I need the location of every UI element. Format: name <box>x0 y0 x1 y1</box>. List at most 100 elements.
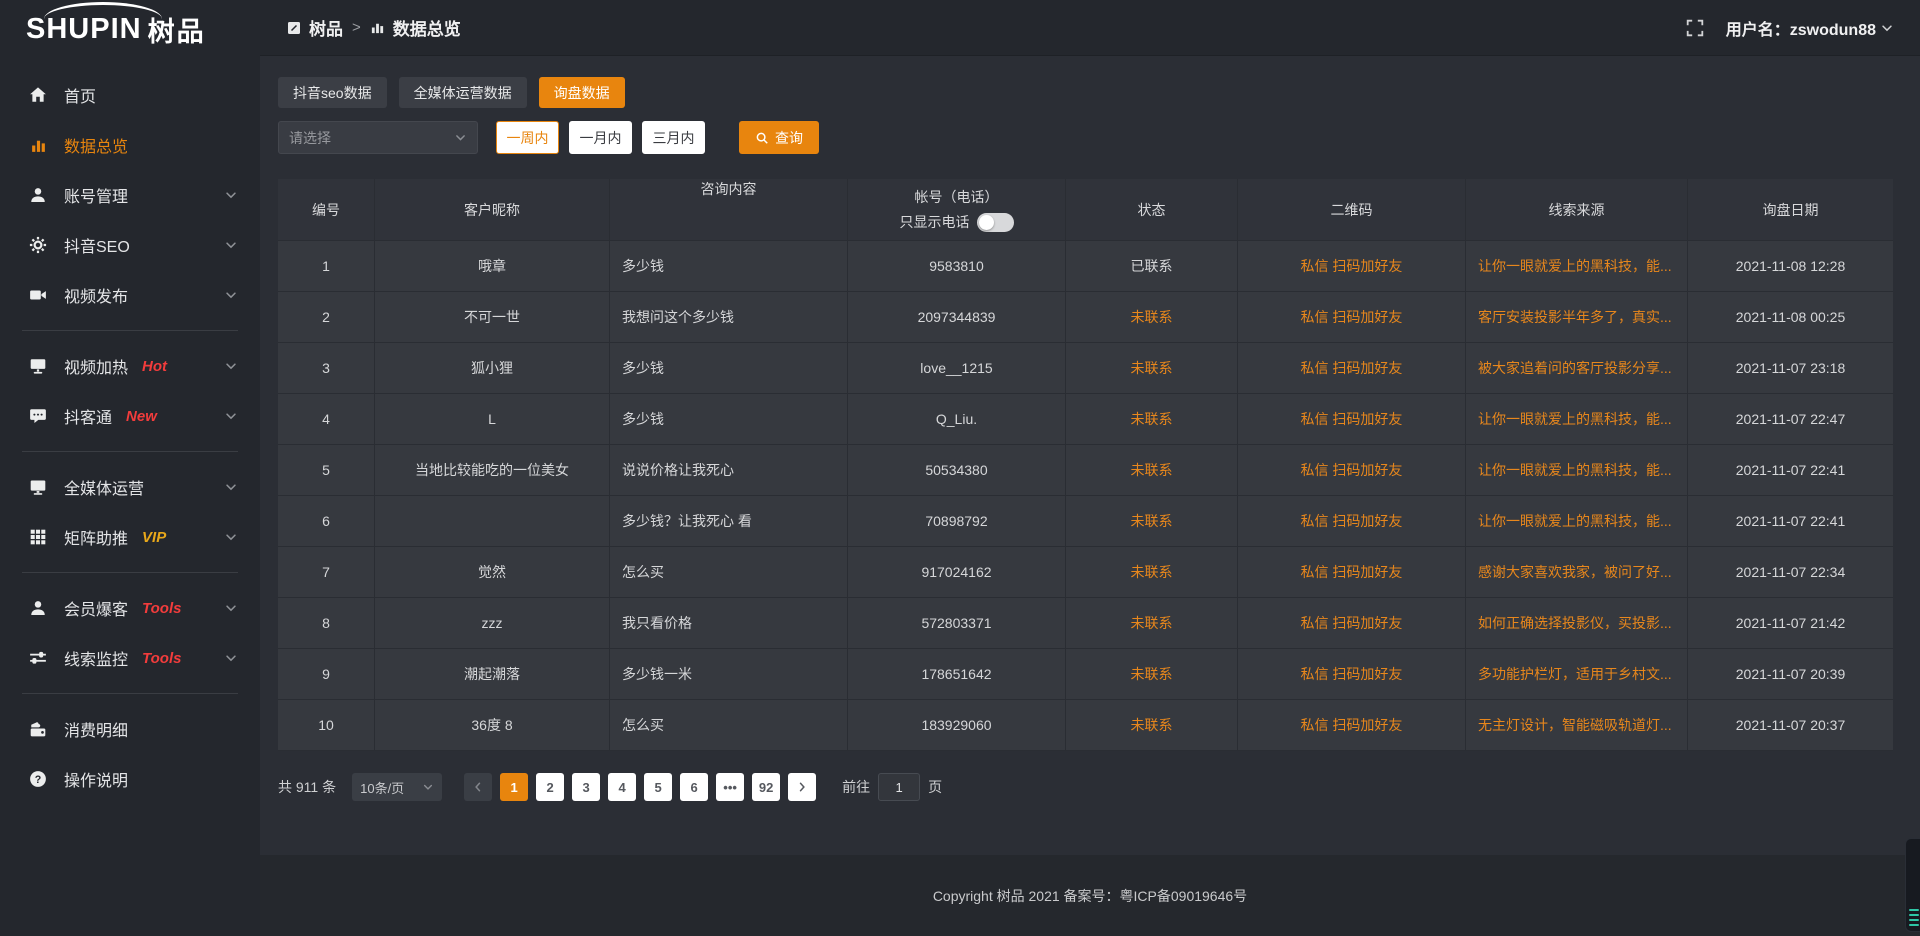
sidebar-item-7[interactable]: 抖客通 New <box>0 391 260 441</box>
cell-source-link[interactable]: 被大家追着问的客厅投影分享... <box>1466 343 1688 394</box>
screen-icon <box>28 477 48 497</box>
cell-source-link[interactable]: 多功能护栏灯，适用于乡村文... <box>1466 649 1688 700</box>
col-header-id: 编号 <box>278 179 375 241</box>
sidebar-item-8[interactable]: 全媒体运营 <box>0 462 260 512</box>
sidebar-item-1[interactable]: 首页 <box>0 70 260 120</box>
fullscreen-icon[interactable] <box>1686 19 1704 37</box>
cell-qrcode-link[interactable]: 私信 扫码加好友 <box>1238 649 1466 700</box>
cell-account: love__1215 <box>848 343 1066 394</box>
sidebar-item-2[interactable]: 数据总览 <box>0 120 260 170</box>
prev-page-button[interactable] <box>464 773 493 801</box>
app-icon <box>286 20 302 36</box>
cell-qrcode-link[interactable]: 私信 扫码加好友 <box>1238 700 1466 751</box>
cell-source-link[interactable]: 让你一眼就爱上的黑科技，能... <box>1466 241 1688 292</box>
cell-nickname: 觉然 <box>375 547 610 598</box>
chevron-down-icon <box>422 781 434 793</box>
cell-source-link[interactable]: 感谢大家喜欢我家，被问了好... <box>1466 547 1688 598</box>
cell-qrcode-link[interactable]: 私信 扫码加好友 <box>1238 496 1466 547</box>
sidebar-item-4[interactable]: 抖音SEO <box>0 220 260 270</box>
cell-status: 未联系 <box>1066 445 1238 496</box>
help-icon: ? <box>28 769 48 789</box>
sidebar-item-5[interactable]: 视频发布 <box>0 270 260 320</box>
range-button-3[interactable]: 三月内 <box>642 121 705 154</box>
cell-qrcode-link[interactable]: 私信 扫码加好友 <box>1238 598 1466 649</box>
goto-suffix: 页 <box>928 779 943 795</box>
page-button-6[interactable]: 6 <box>680 773 709 801</box>
cell-id: 7 <box>278 547 375 598</box>
cell-source-link[interactable]: 让你一眼就爱上的黑科技，能... <box>1466 445 1688 496</box>
cell-date: 2021-11-07 22:34 <box>1688 547 1893 598</box>
page-buttons: 1 2 3 4 5 6 ••• 92 <box>500 773 781 801</box>
cell-content: 多少钱 <box>610 241 848 292</box>
sidebar-item-11[interactable]: 线索监控 Tools <box>0 633 260 683</box>
sidebar-item-label: 会员爆客 <box>64 602 129 619</box>
cell-nickname: 狐小狸 <box>375 343 610 394</box>
cell-nickname: 当地比较能吃的一位美女 <box>375 445 610 496</box>
range-button-1[interactable]: 一周内 <box>496 121 559 154</box>
cell-content: 多少钱 <box>610 394 848 445</box>
sidebar-divider <box>22 451 238 452</box>
cell-source-link[interactable]: 客厅安装投影半年多了，真实... <box>1466 292 1688 343</box>
page-button-3[interactable]: 3 <box>572 773 601 801</box>
cell-content: 多少钱？让我死心 看 <box>610 496 848 547</box>
page-button-92[interactable]: 92 <box>752 773 781 801</box>
goto-page-input[interactable] <box>878 773 921 801</box>
page-size-select[interactable]: 10条/页 <box>352 773 443 801</box>
cell-qrcode-link[interactable]: 私信 扫码加好友 <box>1238 394 1466 445</box>
table-row: 6 多少钱？让我死心 看 70898792 未联系 私信 扫码加好友 让你一眼就爱上的黑科… <box>278 496 1893 547</box>
cell-qrcode-link[interactable]: 私信 扫码加好友 <box>1238 445 1466 496</box>
brand-logo[interactable]: SHUPIN 树品 <box>0 0 260 58</box>
cell-source-link[interactable]: 无主灯设计，智能磁吸轨道灯... <box>1466 700 1688 751</box>
sidebar-item-badge: Hot <box>142 357 168 375</box>
sidebar-item-badge: VIP <box>142 528 167 546</box>
sidebar-item-label: 线索监控 <box>64 652 129 669</box>
chart-bar-icon <box>28 135 48 155</box>
cell-date: 2021-11-07 20:39 <box>1688 649 1893 700</box>
next-page-button[interactable] <box>788 773 817 801</box>
tab-1[interactable]: 抖音seo数据 <box>278 77 387 108</box>
cell-source-link[interactable]: 如何正确选择投影仪，买投影... <box>1466 598 1688 649</box>
cell-content: 说说价格让我死心 <box>610 445 848 496</box>
corner-widget[interactable] <box>1905 838 1920 932</box>
sidebar-item-label: 数据总览 <box>64 139 129 156</box>
tab-2[interactable]: 全媒体运营数据 <box>398 77 527 108</box>
cell-qrcode-link[interactable]: 私信 扫码加好友 <box>1238 547 1466 598</box>
page-button-4[interactable]: 4 <box>608 773 637 801</box>
query-button[interactable]: 查询 <box>739 121 819 154</box>
filter-select[interactable]: 请选择 <box>278 121 478 154</box>
range-button-2[interactable]: 一月内 <box>569 121 632 154</box>
cell-id: 3 <box>278 343 375 394</box>
cell-id: 2 <box>278 292 375 343</box>
sidebar-item-label: 消费明细 <box>64 723 129 740</box>
tab-3[interactable]: 询盘数据 <box>538 77 625 108</box>
page-button-5[interactable]: 5 <box>644 773 673 801</box>
sidebar-item-3[interactable]: 账号管理 <box>0 170 260 220</box>
page-button-2[interactable]: 2 <box>536 773 565 801</box>
cell-source-link[interactable]: 让你一眼就爱上的黑科技，能... <box>1466 496 1688 547</box>
filter-bar: 请选择 一周内 一月内 三月内 查询 <box>278 121 1893 154</box>
cell-status: 未联系 <box>1066 547 1238 598</box>
breadcrumb-home[interactable]: 树品 <box>309 20 343 39</box>
page-size-label: 10条/页 <box>360 780 405 796</box>
col-header-date: 询盘日期 <box>1688 179 1893 241</box>
sidebar-item-13[interactable]: ? 操作说明 <box>0 754 260 804</box>
table-row: 5 当地比较能吃的一位美女 说说价格让我死心 50534380 未联系 私信 扫码加好友让… <box>278 445 1893 496</box>
cell-date: 2021-11-08 12:28 <box>1688 241 1893 292</box>
cell-qrcode-link[interactable]: 私信 扫码加好友 <box>1238 241 1466 292</box>
cell-nickname: 哦章 <box>375 241 610 292</box>
sidebar-item-6[interactable]: 视频加热 Hot <box>0 341 260 391</box>
page-ellipsis[interactable]: ••• <box>716 773 745 801</box>
cell-status: 未联系 <box>1066 292 1238 343</box>
page-button-1[interactable]: 1 <box>500 773 529 801</box>
phone-only-toggle[interactable] <box>976 212 1014 232</box>
cell-source-link[interactable]: 让你一眼就爱上的黑科技，能... <box>1466 394 1688 445</box>
cell-qrcode-link[interactable]: 私信 扫码加好友 <box>1238 343 1466 394</box>
cell-qrcode-link[interactable]: 私信 扫码加好友 <box>1238 292 1466 343</box>
cell-date: 2021-11-07 22:47 <box>1688 394 1893 445</box>
col-header-nickname: 客户昵称 <box>375 179 610 241</box>
user-menu[interactable]: 用户名：zswodun88 <box>1726 16 1894 40</box>
sidebar-item-12[interactable]: 消费明细 <box>0 704 260 754</box>
sidebar-item-9[interactable]: 矩阵助推 VIP <box>0 512 260 562</box>
sidebar-item-10[interactable]: 会员爆客 Tools <box>0 583 260 633</box>
